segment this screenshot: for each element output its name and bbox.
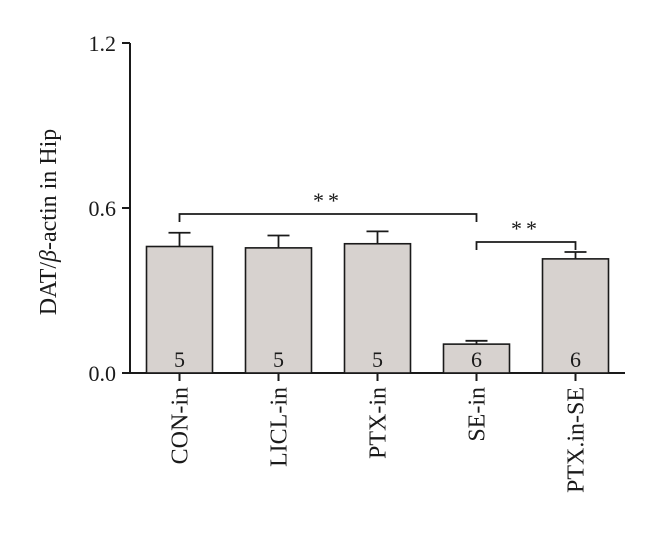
sample-size-label: 5 [273, 347, 284, 372]
x-tick-label: SE-in [465, 387, 491, 442]
significance-bracket [475, 241, 577, 250]
axes: 0.0 0.6 1.2 CON-in LICL-in PTX-in SE-in PTX.in-… [89, 31, 625, 493]
sample-size-label: 5 [174, 347, 185, 372]
bar [541, 258, 610, 374]
sample-size-label: 6 [471, 347, 482, 372]
significance-annotations: ** ** [178, 188, 577, 250]
bars: 5 5 5 6 6 [145, 230, 610, 374]
y-axis-title-prefix: DAT/ [36, 262, 62, 316]
y-tick-label: 0.6 [89, 196, 117, 221]
x-tick-label: PTX.in-SE [564, 387, 590, 493]
y-tick-label: 1.2 [89, 31, 117, 56]
y-axis-title-suffix: -actin in Hip [36, 129, 62, 250]
y-axis-title: DAT/β-actin in Hip [36, 129, 62, 316]
bar [442, 343, 511, 374]
significance-label: ** [313, 188, 343, 213]
bar [244, 247, 313, 374]
significance-label: ** [511, 216, 541, 241]
sample-size-label: 6 [570, 347, 581, 372]
sample-size-label: 5 [372, 347, 383, 372]
x-tick-label: CON-in [168, 387, 194, 464]
significance-bracket [178, 213, 478, 222]
y-axis-title-greek: β [36, 250, 62, 263]
x-tick-label: PTX-in [366, 387, 392, 459]
x-tick-label: LICL-in [267, 387, 293, 467]
y-tick-label: 0.0 [89, 361, 117, 386]
